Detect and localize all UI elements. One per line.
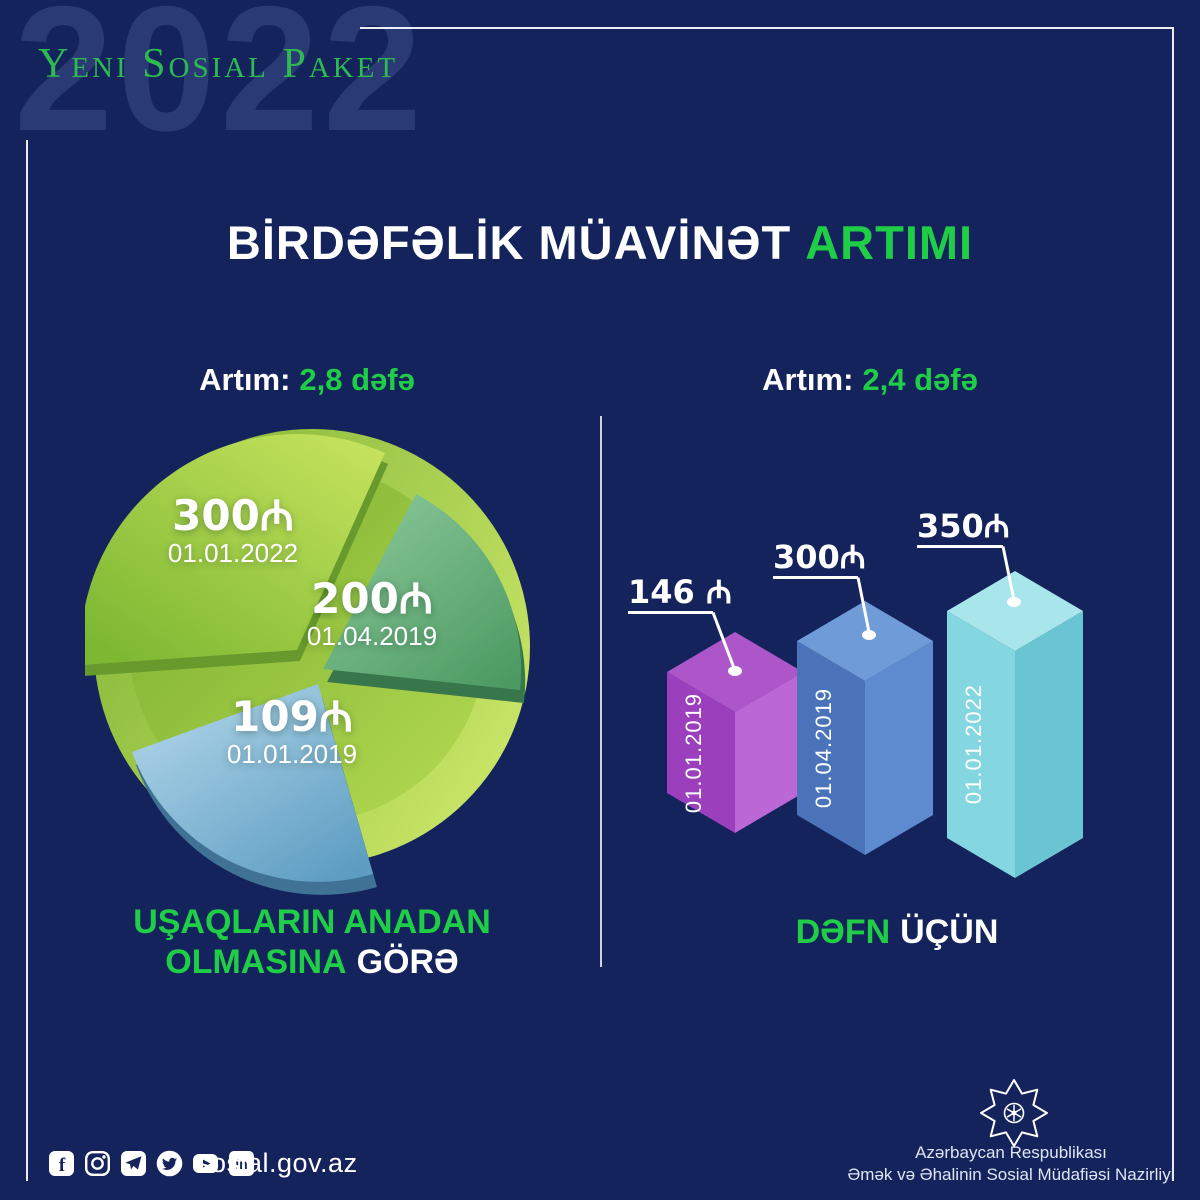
page-title-white: BİRDƏFƏLİK MÜAVİNƏT	[226, 216, 792, 269]
bar-2019-apr: 01.04.2019	[797, 601, 933, 855]
ministry-name-line2: Əmək və Əhalinin Sosial Müdafiəsi Nazirl…	[847, 1165, 1175, 1184]
pie-date-2019a: 01.01.2019	[226, 738, 358, 769]
pie-slice-200	[323, 494, 522, 690]
left-caption: UŞAQLARIN ANADAN OLMASINA GÖRƏ	[133, 902, 491, 982]
svg-text:f: f	[59, 1155, 66, 1176]
right-caption: DƏFN ÜÇÜN	[796, 912, 999, 952]
page-title: BİRDƏFƏLİK MÜAVİNƏT ARTIMI	[0, 215, 1200, 270]
callout-dot-350	[1007, 597, 1021, 607]
pie-value-2022: 300₼	[172, 490, 294, 540]
pie-value-2019b: 200₼	[311, 573, 433, 623]
pie-label-2022: 300₼ 01.01.2022	[168, 492, 298, 568]
pie-label-2019b: 200₼ 01.04.2019	[307, 575, 437, 651]
svg-text:in: in	[235, 1156, 247, 1172]
pie-date-2019b: 01.04.2019	[306, 620, 438, 651]
left-caption-line2-white: GÖRƏ	[356, 943, 459, 981]
callout-leader-146	[711, 611, 736, 669]
bar-2022-date: 01.01.2022	[961, 684, 986, 804]
bar-2019-apr-date: 01.04.2019	[811, 688, 836, 808]
program-title: Yeni Sosial Paket	[38, 41, 399, 87]
bar-2019-jan-right-face	[735, 672, 803, 833]
bar-2019-apr-top-face	[797, 601, 933, 681]
page-title-green: ARTIMI	[805, 216, 974, 269]
frame-line-top	[360, 27, 1174, 29]
callout-dot-146	[728, 666, 742, 676]
bar-callouts	[628, 545, 1021, 676]
bar-value-350: 350₼	[917, 507, 1010, 545]
frame-line-right	[1172, 27, 1174, 1181]
left-increase-label: Artım:	[199, 362, 291, 397]
left-caption-line1: UŞAQLARIN ANADAN	[133, 903, 491, 941]
bar-2019-apr-left-face	[797, 641, 865, 855]
bar-2019-apr-right-face	[865, 641, 933, 855]
callout-leader-300	[856, 577, 871, 633]
bar-value-146: 146 ₼	[628, 573, 732, 611]
left-caption-line2-green: OLMASINA	[165, 943, 347, 981]
pie-date-2022: 01.01.2022	[167, 537, 299, 568]
social-icons-row: f in	[48, 1150, 255, 1177]
ministry-logo-icon	[980, 1079, 1048, 1147]
frame-line-left	[26, 140, 28, 1181]
bar-2019-jan-date: 01.01.2019	[681, 693, 706, 813]
bar-2019-jan-left-face	[667, 672, 735, 833]
section-divider	[600, 416, 602, 967]
callout-leader-350	[1001, 546, 1016, 601]
right-caption-green: DƏFN	[795, 913, 891, 951]
right-increase-label: Artım:	[762, 362, 854, 397]
telegram-icon[interactable]	[120, 1150, 147, 1177]
bar-2022: 01.01.2022	[947, 571, 1083, 878]
pie-slice-300	[85, 434, 385, 665]
facebook-icon[interactable]: f	[48, 1150, 75, 1177]
right-increase-header: Artım: 2,4 dəfə	[762, 362, 978, 398]
website-link[interactable]: sosial.gov.az	[197, 1148, 358, 1178]
linkedin-icon[interactable]: in	[228, 1150, 255, 1177]
bar-2019-jan: 01.01.2019	[667, 632, 803, 833]
pie-value-2019a: 109₼	[231, 691, 353, 741]
right-increase-value: 2,4 dəfə	[862, 362, 978, 397]
pie-label-2019a: 109₼ 01.01.2019	[227, 693, 357, 769]
bar-chart: 01.01.2019 01.04.2019 01.01.2022	[628, 507, 1083, 878]
callout-dot-300	[862, 630, 876, 640]
ministry-name-line1: Azərbaycan Respublikası	[915, 1143, 1107, 1162]
instagram-icon[interactable]	[84, 1150, 111, 1177]
ministry-name: Azərbaycan Respublikası Əmək və Əhalinin…	[831, 1142, 1191, 1186]
bar-2022-top-face	[947, 571, 1083, 651]
left-increase-value: 2,8 dəfə	[299, 362, 415, 397]
right-caption-white: ÜÇÜN	[900, 913, 999, 951]
year-watermark: 2022	[14, 0, 426, 168]
bar-2022-left-face	[947, 611, 1015, 878]
pie-chart	[85, 429, 530, 895]
pie-slice-109	[132, 684, 373, 882]
twitter-icon[interactable]	[156, 1150, 183, 1177]
youtube-icon[interactable]	[192, 1150, 219, 1177]
bar-value-300: 300₼	[773, 538, 866, 576]
left-increase-header: Artım: 2,8 dəfə	[199, 362, 415, 398]
bar-2022-right-face	[1015, 611, 1083, 878]
